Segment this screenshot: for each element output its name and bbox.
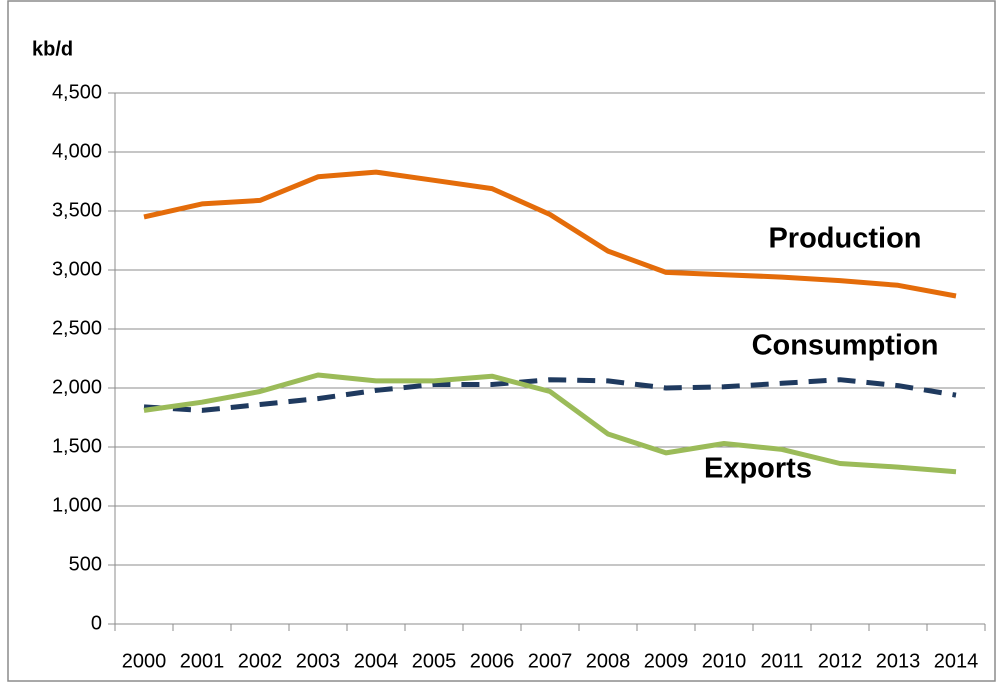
x-tick-label: 2002 [238, 650, 283, 672]
y-tick-label: 2,500 [52, 317, 102, 339]
x-tick-label: 2000 [122, 650, 167, 672]
series-line [143, 377, 957, 413]
y-tick-label: 2,000 [52, 376, 102, 398]
y-tick-label: 0 [91, 612, 102, 634]
x-tick-label: 2011 [760, 650, 803, 672]
series-line [143, 372, 957, 475]
series-label: Consumption [752, 330, 939, 362]
y-tick-label: 3,500 [52, 199, 102, 221]
series-line [143, 169, 957, 299]
y-tick-label: 500 [69, 553, 102, 575]
chart-frame [7, 0, 996, 682]
y-tick-label: 1,500 [52, 435, 102, 457]
x-tick-label: 2001 [180, 650, 225, 672]
y-axis-label: kb/d [32, 38, 73, 60]
x-tick-label: 2013 [876, 650, 921, 672]
series-label: Production [768, 223, 921, 255]
x-tick-label: 2006 [470, 650, 515, 672]
x-tick-label: 2009 [644, 650, 689, 672]
x-tick-label: 2010 [702, 650, 747, 672]
x-tick-label: 2003 [296, 650, 341, 672]
x-tick-label: 2008 [586, 650, 631, 672]
y-tick-label: 1,000 [52, 494, 102, 516]
series-label: Exports [704, 453, 812, 485]
x-tick-label: 2007 [528, 650, 573, 672]
x-tick-label: 2005 [412, 650, 457, 672]
x-tick-label: 2014 [934, 650, 979, 672]
x-tick-label: 2012 [818, 650, 863, 672]
y-tick-label: 4,500 [52, 81, 102, 103]
x-tick-label: 2004 [354, 650, 399, 672]
y-tick-label: 3,000 [52, 258, 102, 280]
y-tick-label: 4,000 [52, 140, 102, 162]
